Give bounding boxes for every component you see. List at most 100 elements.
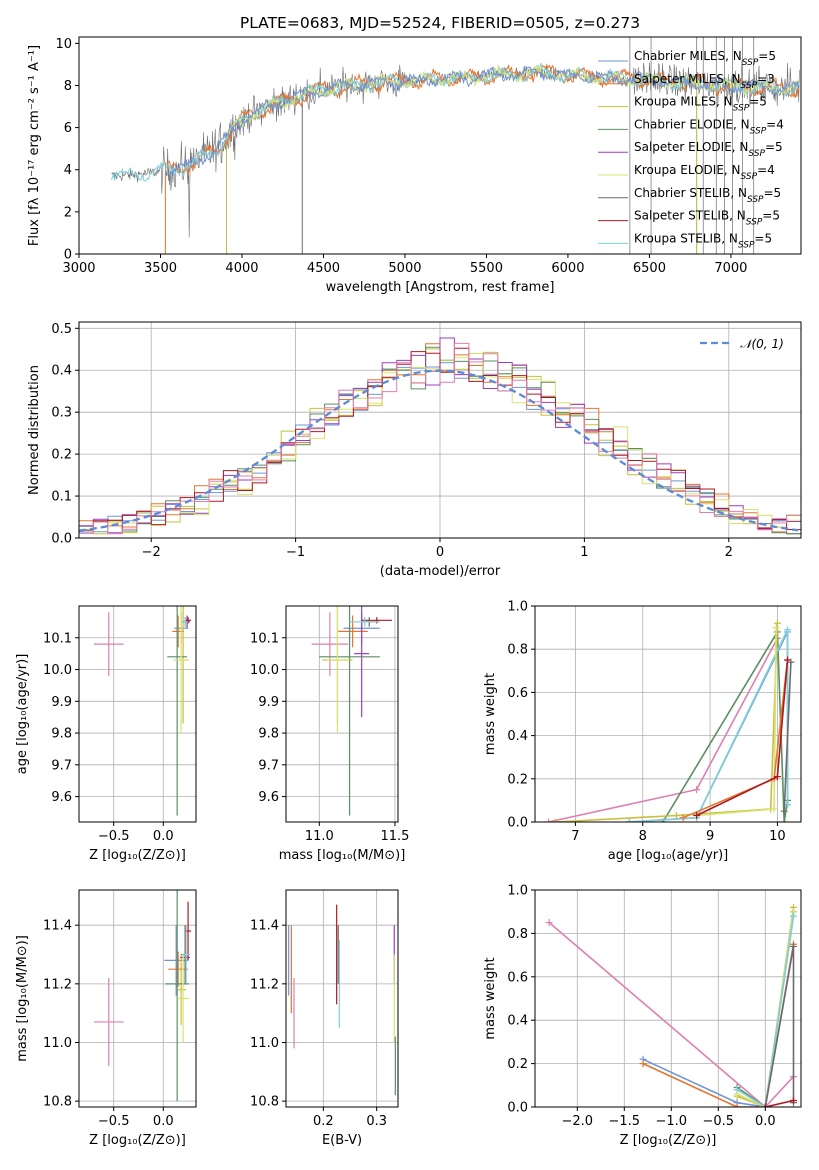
y-tick-label: 0.8 xyxy=(507,643,528,658)
weight-marker xyxy=(679,814,687,822)
y-tick-label: 0.2 xyxy=(51,448,72,463)
weight-marker xyxy=(693,812,701,820)
grid-lines xyxy=(286,606,398,822)
legend-name: Chabrier MILES, N xyxy=(634,49,742,63)
y-tick-label: 1.0 xyxy=(507,884,528,899)
y-axis-label: mass weight xyxy=(483,673,498,755)
data-point xyxy=(173,606,190,734)
weight-line xyxy=(548,921,795,1107)
weight-marker xyxy=(789,1096,797,1104)
y-tick-label: 0.6 xyxy=(507,686,528,701)
chart-mass_vs_ebv: 0.2 0.3 10.8 11.0 11.2 11.4 E(B-V) xyxy=(250,889,399,1148)
weight-line xyxy=(783,662,792,812)
weight-line xyxy=(736,915,795,1107)
weight-line xyxy=(696,627,777,817)
x-tick-label: 4000 xyxy=(225,261,258,276)
legend-name: Salpeter STELIB, N xyxy=(634,209,746,223)
data-point xyxy=(172,615,185,648)
grid-lines xyxy=(79,606,196,822)
x-tick-label: 7 xyxy=(571,829,579,844)
legend-suffix: =4 xyxy=(757,163,775,177)
x-tick-label: −2.0 xyxy=(562,1114,594,1129)
weight-line xyxy=(765,1099,794,1107)
legend-subscript: SSP xyxy=(746,218,763,228)
weight-series xyxy=(761,1096,797,1107)
weight-line xyxy=(548,638,779,822)
legend-suffix: =5 xyxy=(764,186,782,200)
x-tick-label: 11.0 xyxy=(305,829,334,844)
y-tick-label: 9.8 xyxy=(51,727,72,742)
data-point xyxy=(177,954,190,1043)
x-axis-label: age [log₁₀(age/yr)] xyxy=(608,848,729,863)
y-tick-label: 0.0 xyxy=(507,1101,528,1116)
y-tick-label: 10 xyxy=(55,37,72,52)
axes-frame xyxy=(78,605,197,823)
data-point xyxy=(337,615,368,648)
weight-marker xyxy=(780,818,788,822)
weight-marker xyxy=(551,818,559,822)
x-axis-label: Z [log₁₀(Z/Z⊙)] xyxy=(89,848,186,863)
axes-frame xyxy=(534,889,802,1108)
y-tick-label: 10.0 xyxy=(43,663,72,678)
legend-name: Salpeter MILES, N xyxy=(634,72,741,86)
legend-entry: Chabrier ELODIE, NSSP=4 xyxy=(634,117,784,136)
y-tick-label: 0.2 xyxy=(507,1057,528,1072)
legend-name: Kroupa MILES, N xyxy=(634,95,733,109)
weight-marker xyxy=(789,912,797,920)
legend-name: Salpeter ELODIE, N xyxy=(634,140,748,154)
plot-area xyxy=(79,337,801,535)
legend-name: Chabrier STELIB, N xyxy=(634,186,747,200)
x-axis-label: mass [log₁₀(M/M⊙)] xyxy=(279,848,406,863)
data-point xyxy=(349,617,380,627)
weight-marker xyxy=(784,626,792,634)
x-tick-label: 3500 xyxy=(144,261,177,276)
weight-marker xyxy=(772,624,780,632)
y-tick-label: 11.2 xyxy=(43,977,72,992)
x-tick-label: 0.3 xyxy=(366,1114,387,1129)
grid-lines xyxy=(535,605,801,823)
chart-histogram: −2 −1 0 1 2 0.0 0.1 0.2 0.3 0.4 0.5 (data-model)/er… xyxy=(27,321,802,579)
x-tick-label: 3000 xyxy=(62,261,95,276)
plot-area xyxy=(288,904,396,1096)
legend-suffix: =5 xyxy=(762,209,780,223)
data-point xyxy=(182,925,191,984)
legend-entry: Kroupa ELODIE, NSSP=4 xyxy=(634,163,775,182)
y-tick-label: 0.3 xyxy=(51,406,72,421)
data-point xyxy=(354,606,370,718)
y-tick-label: 8 xyxy=(64,79,72,94)
x-axis-label: (data-model)/error xyxy=(380,564,501,579)
plot-area xyxy=(545,903,797,1107)
x-tick-label: 0.2 xyxy=(313,1114,334,1129)
model-spectrum-line xyxy=(164,66,800,176)
legend-subscript: SSP xyxy=(741,172,758,182)
legend-subscript: SSP xyxy=(738,240,755,250)
data-point xyxy=(325,606,350,734)
x-tick-label: −0.5 xyxy=(98,829,130,844)
legend-subscript: SSP xyxy=(747,195,764,205)
histogram-legend: 𝒩(0, 1) xyxy=(700,337,784,351)
x-tick-label: 6500 xyxy=(633,261,666,276)
weight-marker xyxy=(693,786,701,794)
y-tick-label: 9.6 xyxy=(258,790,279,805)
axes-frame xyxy=(534,605,802,823)
weight-marker xyxy=(625,818,633,822)
y-tick-label: 0.4 xyxy=(51,364,72,379)
chart-weight_vs_Z: −2.0 −1.5 −1.0 −0.5 0.0 0.0 0.2 0.4 0.6 0.8 1.0 Z [… xyxy=(483,884,802,1148)
data-point xyxy=(182,617,189,627)
axes-frame xyxy=(78,36,802,255)
legend-suffix: =5 xyxy=(754,231,772,245)
legend-entry: Kroupa STELIB, NSSP=5 xyxy=(634,231,772,250)
y-tick-label: 9.7 xyxy=(258,758,279,773)
x-tick-label: 11.5 xyxy=(380,829,409,844)
x-tick-label: −1 xyxy=(286,545,305,560)
data-point xyxy=(93,977,124,1066)
y-tick-label: 0.0 xyxy=(51,532,72,547)
legend-subscript: SSP xyxy=(748,149,765,159)
x-tick-label: −1.0 xyxy=(656,1114,688,1129)
grid-lines xyxy=(79,890,196,1107)
y-tick-label: 10.1 xyxy=(250,631,279,646)
y-tick-label: 9.8 xyxy=(258,727,279,742)
plot-area xyxy=(93,890,192,1102)
legend-name: Chabrier ELODIE, N xyxy=(634,117,750,131)
